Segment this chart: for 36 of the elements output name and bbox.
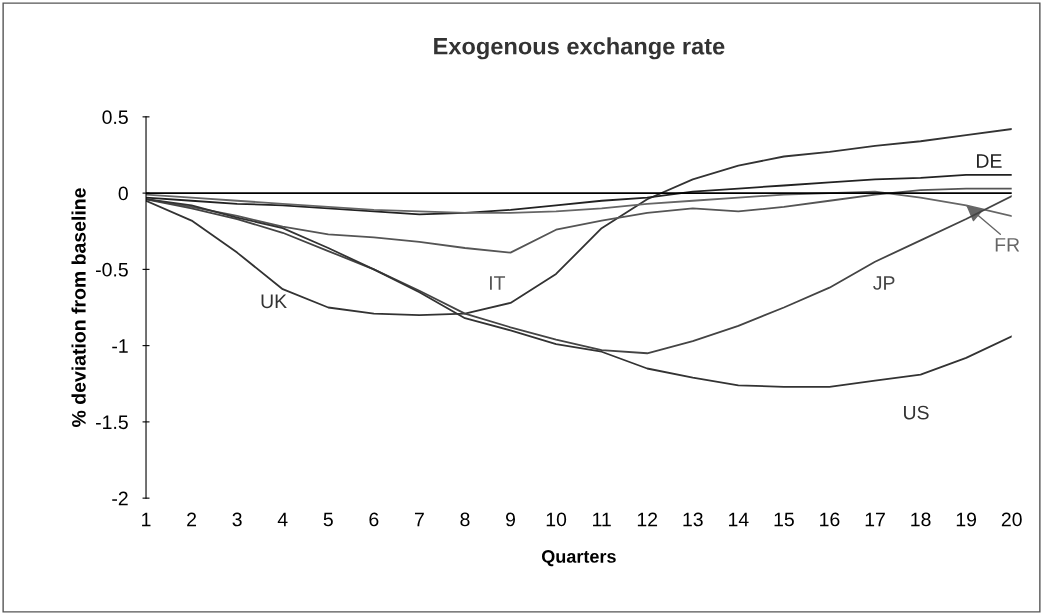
x-tick-label: 6	[369, 512, 379, 527]
x-axis-title: Quarters	[541, 550, 616, 567]
chart-title: Exogenous exchange rate	[434, 37, 725, 60]
x-tick-label: 20	[1001, 512, 1022, 527]
x-tick-label: 19	[956, 512, 977, 527]
series-label: JP	[873, 276, 895, 290]
x-tick-label: 1	[142, 512, 151, 527]
x-tick-label: 4	[277, 512, 288, 527]
x-tick-label: 8	[460, 512, 470, 527]
y-tick-label: -2	[112, 491, 128, 506]
x-tick-label: 13	[683, 512, 703, 527]
y-tick-label: -1.5	[96, 415, 128, 430]
legend-label: FR	[995, 238, 1020, 252]
x-tick-label: 12	[637, 512, 658, 527]
x-tick-label: 16	[820, 512, 840, 527]
series-label: US	[904, 405, 929, 420]
x-tick-label: 17	[865, 512, 885, 527]
x-tick-label: 10	[546, 512, 567, 527]
y-tick-label: -1	[112, 339, 128, 353]
series-label: UK	[261, 294, 287, 309]
x-tick-label: 3	[232, 512, 242, 527]
y-tick-label: 0	[118, 186, 128, 201]
series-label: DE	[977, 154, 1002, 168]
x-tick-label: 11	[593, 512, 611, 527]
x-tick-label: 14	[729, 512, 749, 527]
line-series	[146, 173, 1012, 216]
x-tick-label: 15	[774, 512, 794, 527]
y-tick-label: -0.5	[96, 262, 128, 277]
x-tick-label: 9	[506, 512, 516, 527]
y-tick-label: 0.5	[102, 110, 128, 125]
series-label: IT	[490, 276, 506, 290]
x-tick-label: 7	[414, 512, 424, 527]
x-tick-label: 2	[187, 512, 197, 527]
x-tick-label: 5	[323, 512, 333, 527]
x-tick-label: 18	[911, 512, 931, 527]
y-axis-title: % deviation from baseline	[71, 188, 86, 427]
